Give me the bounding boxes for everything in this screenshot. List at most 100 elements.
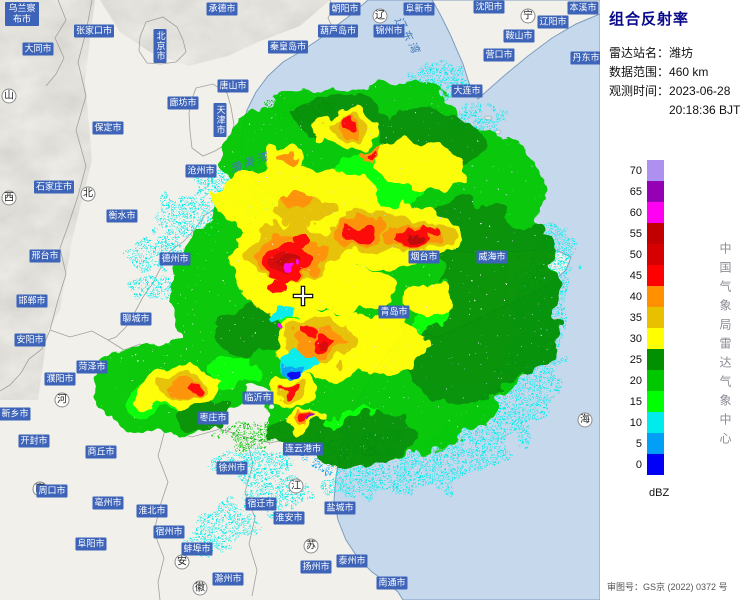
city-label: 阜新市	[403, 2, 435, 16]
city-label: 辽阳市	[537, 15, 569, 29]
agency-watermark: 中国气象局雷达气象中心	[718, 242, 732, 451]
echo-cell	[126, 275, 170, 299]
city-label: 阜阳市	[75, 537, 107, 551]
echo-cell	[268, 278, 288, 292]
legend-color-swatch	[647, 181, 664, 202]
city-label: 淮北市	[136, 504, 168, 518]
city-label: 葫芦岛市	[317, 24, 359, 38]
product-title: 组合反射率	[609, 11, 690, 28]
echo-cell	[276, 327, 284, 333]
echo-cell	[377, 140, 463, 190]
info-line: 雷达站名：潍坊	[609, 46, 694, 60]
legend-color-swatch	[647, 265, 664, 286]
legend-value: 20	[629, 374, 642, 387]
echo-cell	[407, 233, 425, 241]
legend-color-swatch	[647, 202, 664, 223]
legend-color-swatch	[647, 307, 664, 328]
legend-row: 20	[609, 370, 669, 391]
province-mark: 江	[288, 478, 304, 494]
city-label: 聊城市	[120, 312, 152, 326]
city-label: 张家口市	[73, 24, 115, 38]
city-label: 廊坊市	[167, 96, 199, 110]
city-label: 威海市	[476, 250, 508, 264]
reflectivity-legend: 70 65 60 55 50 45 40 35 30 25 20 15 10 5 0 dBZ	[609, 160, 669, 499]
legend-value: 25	[629, 353, 642, 366]
city-label: 淮安市	[273, 511, 305, 525]
echo-cell	[289, 367, 301, 377]
city-label: 临沂市	[242, 391, 274, 405]
city-label: 商丘市	[85, 445, 117, 459]
city-label: 菏泽市	[76, 360, 108, 374]
province-mark: 宁	[520, 8, 536, 24]
province-mark: 苏	[303, 538, 319, 554]
echo-cell	[325, 266, 391, 314]
city-label: 鞍山市	[503, 29, 535, 43]
echo-cell	[343, 224, 377, 242]
city-label: 邢台市	[29, 249, 61, 263]
legend-value: 5	[635, 437, 642, 450]
legend-row: 70	[609, 160, 669, 181]
echo-cell	[278, 384, 294, 396]
echo-cell	[289, 229, 315, 247]
legend-value: 70	[629, 164, 642, 177]
legend-value: 30	[629, 332, 642, 345]
city-label: 青岛市	[378, 305, 410, 319]
city-label: 烟台市	[408, 250, 440, 264]
city-label: 盐城市	[324, 501, 356, 515]
city-label: 周口市	[36, 484, 68, 498]
echo-cell	[289, 265, 295, 271]
echo-cell	[325, 462, 395, 498]
legend-color-swatch	[647, 454, 664, 475]
city-label: 唐山市	[217, 79, 249, 93]
legend-color-swatch	[647, 391, 664, 412]
echo-cell	[342, 317, 428, 373]
city-label: 扬州市	[300, 560, 332, 574]
echo-cell	[408, 320, 512, 404]
legend-color-swatch	[647, 349, 664, 370]
legend-color-swatch	[647, 223, 664, 244]
echo-cell	[220, 421, 280, 449]
legend-value: 55	[629, 227, 642, 240]
echo-cell	[342, 119, 358, 129]
city-label: 安阳市	[14, 333, 46, 347]
city-label: 北京市	[153, 29, 167, 63]
radar-info: 雷达站名：潍坊 数据范围：460 km 观测时间：2023-06-28 20:18:3…	[609, 44, 756, 120]
echo-cell	[309, 417, 315, 423]
echo-cell	[423, 223, 441, 233]
legend-row: 15	[609, 391, 669, 412]
city-label: 新乡市	[0, 407, 31, 421]
legend-row: 60	[609, 202, 669, 223]
legend-colorbar: 70 65 60 55 50 45 40 35 30 25 20 15 10 5 0	[609, 160, 669, 475]
city-label: 濮阳市	[44, 372, 76, 386]
city-label: 丹东市	[570, 51, 600, 65]
city-label: 开封市	[18, 434, 50, 448]
echo-cell	[269, 303, 295, 321]
echo-cell	[186, 385, 202, 395]
province-mark: 河	[54, 392, 70, 408]
city-label: 衡水市	[106, 209, 138, 223]
legend-color-swatch	[647, 328, 664, 349]
legend-value: 60	[629, 206, 642, 219]
legend-row: 0	[609, 454, 669, 475]
echo-cell	[217, 304, 283, 360]
echo-cell	[502, 285, 562, 375]
legend-value: 15	[629, 395, 642, 408]
province-mark: 海	[577, 412, 593, 428]
echo-cell	[195, 504, 255, 536]
echo-cell	[208, 358, 256, 386]
echo-cell	[296, 412, 310, 422]
legend-value: 50	[629, 248, 642, 261]
legend-row: 45	[609, 265, 669, 286]
city-label: 连云港市	[282, 442, 324, 456]
city-label: 德州市	[159, 252, 191, 266]
city-label: 枣庄市	[197, 411, 229, 425]
legend-color-swatch	[647, 412, 664, 433]
city-label: 大连市	[451, 84, 483, 98]
echo-cell	[304, 417, 420, 467]
city-label: 保定市	[92, 121, 124, 135]
city-label: 泰州市	[336, 554, 368, 568]
legend-row: 30	[609, 328, 669, 349]
echo-cell	[405, 284, 451, 316]
